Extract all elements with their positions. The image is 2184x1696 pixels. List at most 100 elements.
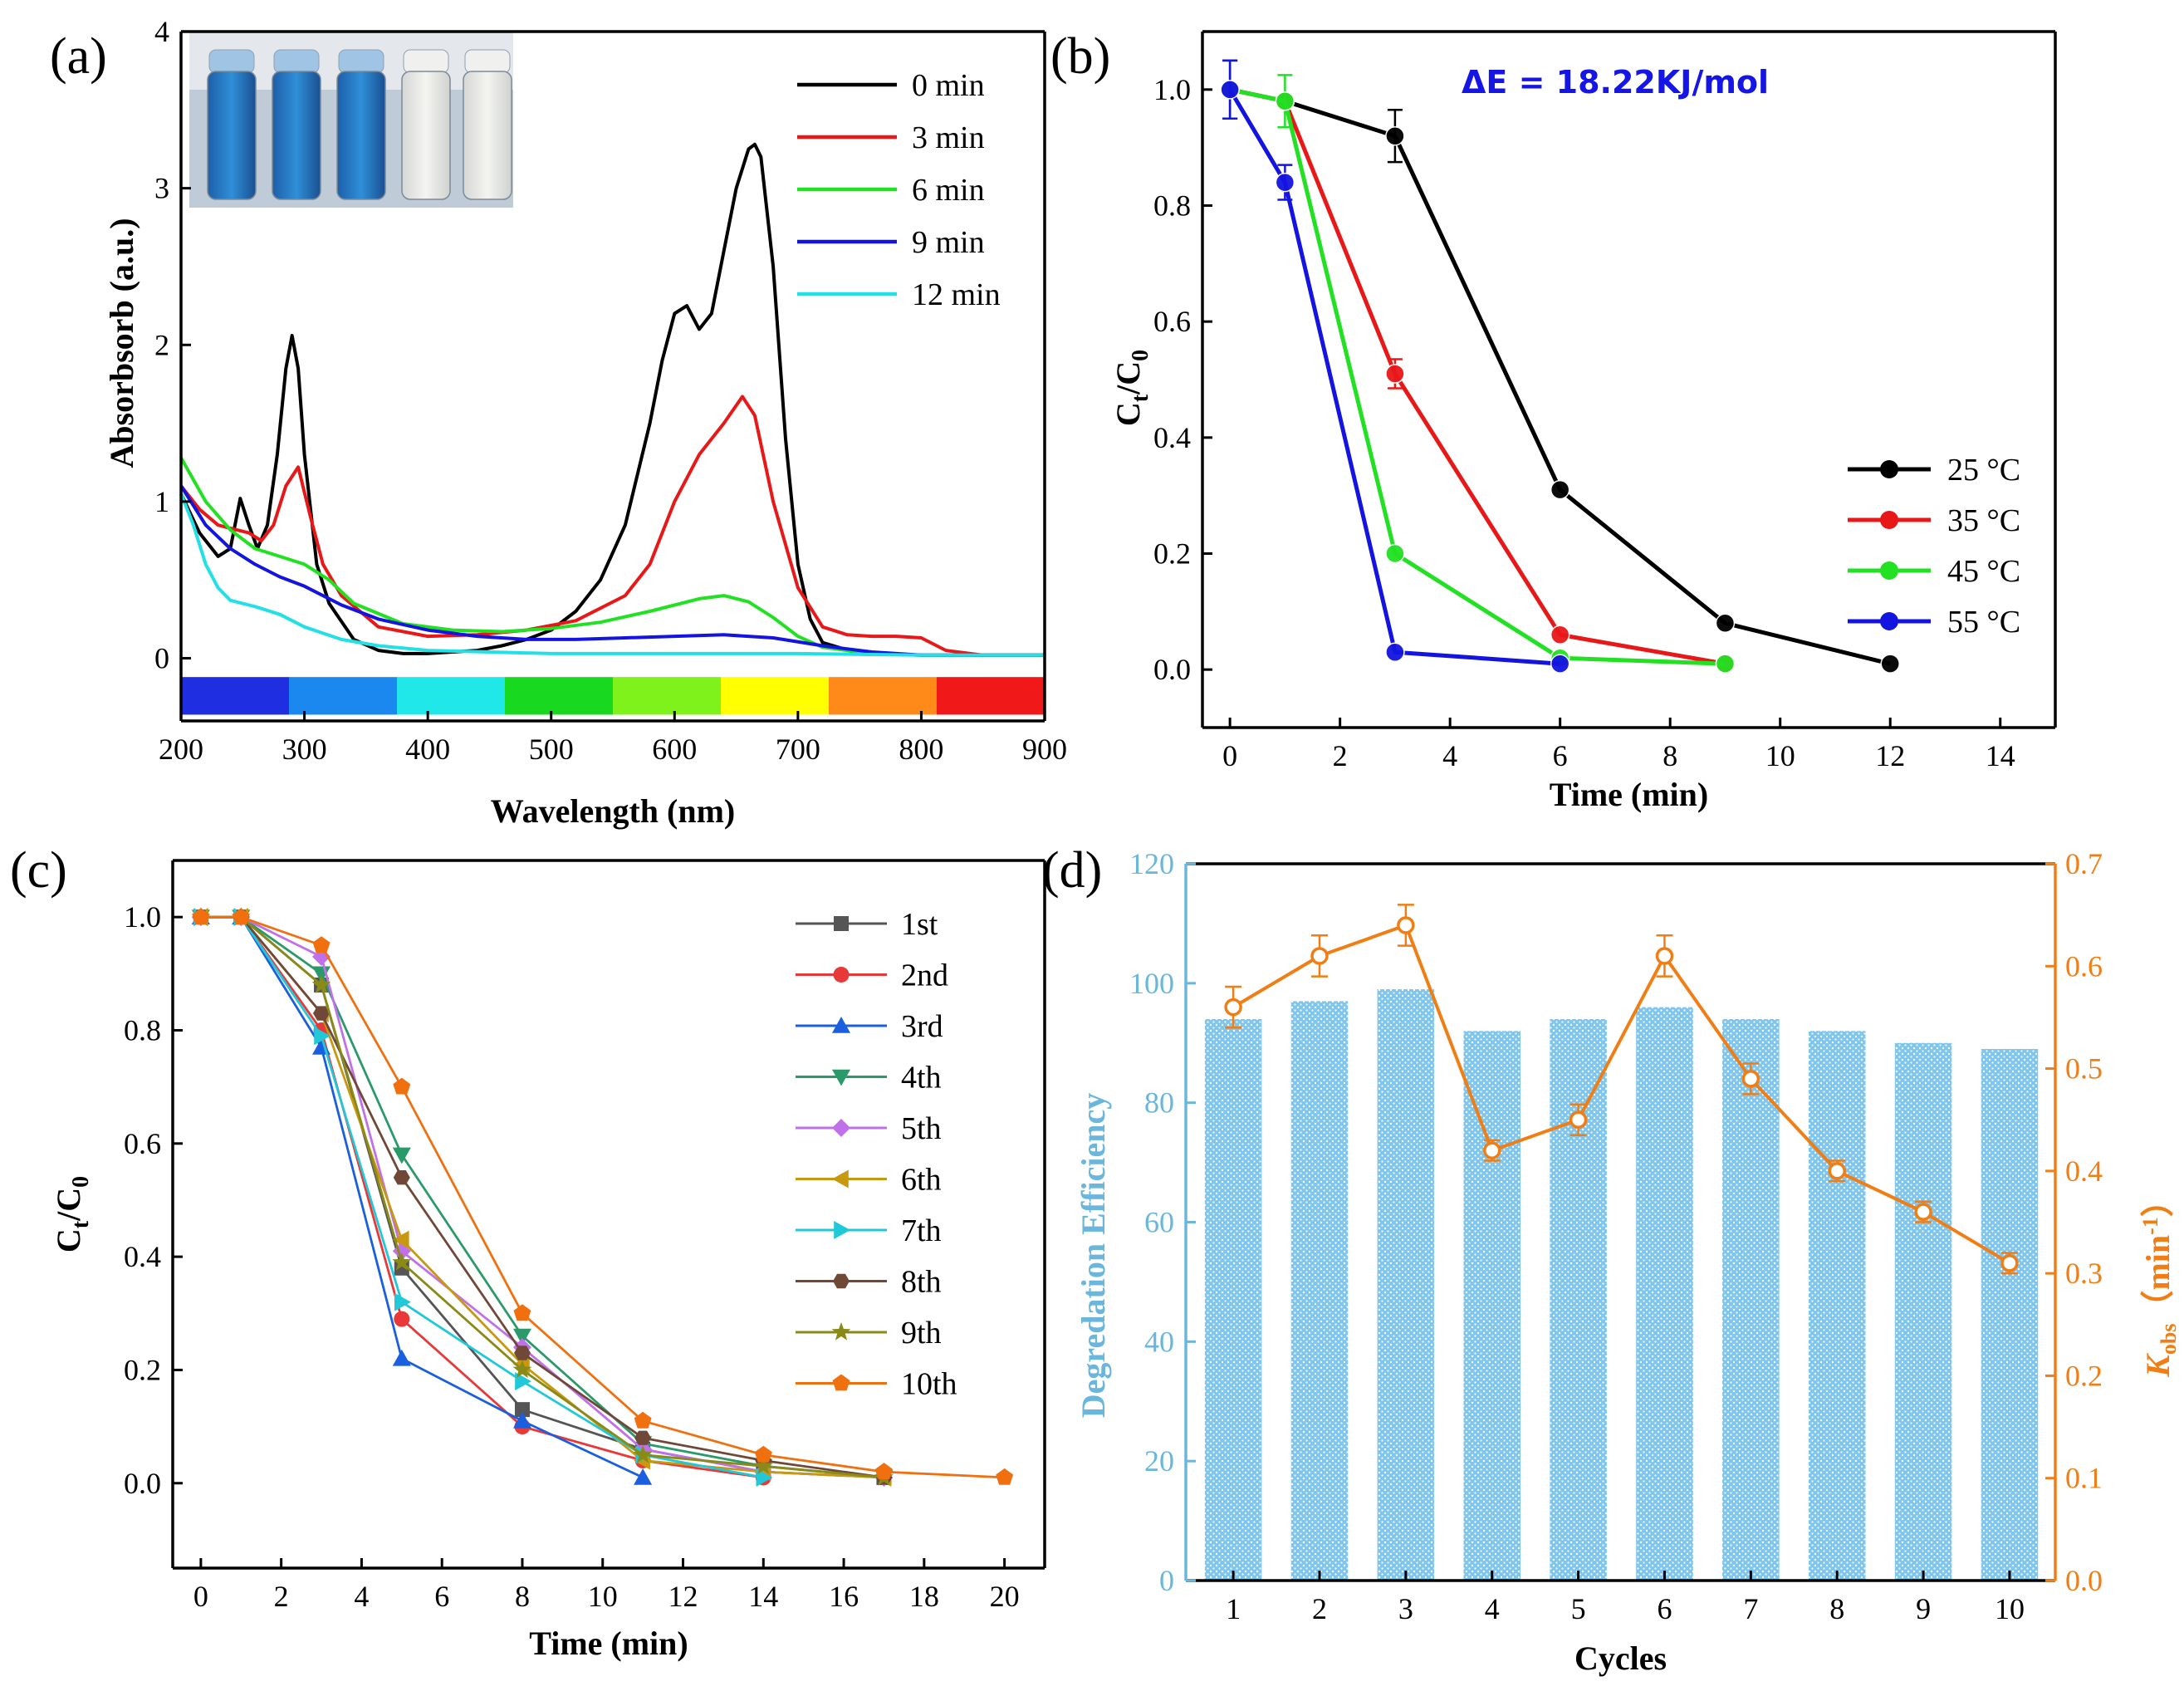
marker-circle bbox=[394, 1311, 410, 1327]
x-tick-label-a: 700 bbox=[776, 733, 820, 766]
kobs-point bbox=[2000, 1254, 2019, 1272]
marker-star bbox=[392, 1252, 412, 1271]
y-tick-label-left-d: 0 bbox=[1159, 1564, 1174, 1597]
x-tick-label-c: 14 bbox=[748, 1580, 778, 1613]
x-axis-title-a: Wavelength (nm) bbox=[491, 792, 735, 830]
y-tick-label-right-d: 0.2 bbox=[2065, 1359, 2103, 1392]
kobs-point bbox=[1914, 1203, 1932, 1221]
legend-label-c: 10th bbox=[901, 1367, 957, 1402]
color-bar-segment bbox=[289, 677, 398, 715]
y-tick-label-left-d: 60 bbox=[1144, 1206, 1174, 1239]
x-tick-label-b: 8 bbox=[1662, 739, 1677, 772]
marker-triangle-down bbox=[832, 1069, 850, 1086]
bar-cycle-1 bbox=[1204, 1018, 1262, 1581]
series-line-0-min bbox=[179, 142, 1045, 657]
panel-c-label: (c) bbox=[10, 842, 67, 899]
y-tick-label-c: 0.2 bbox=[124, 1353, 161, 1386]
marker-pentagon bbox=[192, 908, 210, 925]
panel-d-label: (d) bbox=[1042, 842, 1102, 899]
marker-triangle-left bbox=[392, 1230, 409, 1249]
x-axis-title-b: Time (min) bbox=[1550, 776, 1708, 813]
y-axis-title-right-d: Kobs（min-1） bbox=[2138, 1184, 2181, 1378]
y-tick-label-a: 0 bbox=[154, 642, 169, 675]
series-line-c bbox=[200, 915, 884, 1479]
x-tick-label-a: 600 bbox=[652, 733, 697, 766]
color-bar-segment bbox=[181, 677, 290, 715]
data-point-b bbox=[1715, 654, 1736, 674]
panel-a: (a) 200 300 400 500 600 700 800 900 0 1 2 3 4 0 min 3… bbox=[50, 15, 1067, 830]
x-tick-label-d: 9 bbox=[1916, 1592, 1931, 1625]
x-tick-label-c: 0 bbox=[193, 1580, 208, 1613]
x-axis-title-d: Cycles bbox=[1574, 1640, 1667, 1677]
marker-star bbox=[311, 975, 331, 993]
y-tick-label-right-d: 0.1 bbox=[2065, 1462, 2103, 1495]
y-tick-label-c: 0.8 bbox=[124, 1013, 161, 1047]
marker-hexagon bbox=[393, 1170, 410, 1185]
legend-marker-b bbox=[1880, 511, 1898, 529]
x-tick-label-c: 16 bbox=[829, 1580, 859, 1613]
x-tick-label-c: 8 bbox=[515, 1580, 530, 1613]
vial-cap bbox=[273, 49, 320, 74]
marker-pentagon bbox=[393, 1077, 411, 1095]
y-tick-label-b: 0.6 bbox=[1153, 305, 1191, 338]
x-tick-label-d: 2 bbox=[1312, 1592, 1327, 1625]
marker-pentagon bbox=[875, 1463, 893, 1479]
y-tick-label-right-d: 0.0 bbox=[2065, 1564, 2103, 1597]
vial-cap bbox=[338, 49, 384, 74]
marker-star bbox=[831, 1322, 851, 1341]
marker-star bbox=[753, 1456, 773, 1474]
y-tick-label-c: 0.6 bbox=[124, 1127, 161, 1160]
x-tick-label-a: 300 bbox=[282, 733, 327, 766]
legend-label-b: 55 °C bbox=[1947, 605, 2020, 640]
legend-label-c: 5th bbox=[901, 1111, 942, 1146]
x-tick-label-d: 3 bbox=[1398, 1592, 1413, 1625]
legend-label-c: 2nd bbox=[901, 958, 948, 993]
y-tick-label-b: 0.2 bbox=[1153, 537, 1191, 571]
y-tick-label-right-d: 0.3 bbox=[2065, 1257, 2103, 1290]
x-tick-label-a: 800 bbox=[899, 733, 943, 766]
activation-energy-annotation: ΔE = 18.22KJ/mol bbox=[1462, 64, 1769, 100]
panel-b-label: (b) bbox=[1050, 28, 1110, 85]
marker-triangle-right bbox=[314, 1027, 331, 1046]
series-line-c bbox=[200, 915, 764, 1479]
legend-label-c: 9th bbox=[901, 1316, 942, 1350]
marker-hexagon bbox=[514, 1346, 531, 1360]
y-axis-title-a: Absorbsorb (a.u.) bbox=[103, 218, 140, 468]
legend-label-a: 12 min bbox=[912, 277, 1001, 312]
marker-star bbox=[512, 1360, 532, 1379]
x-tick-label-d: 10 bbox=[1995, 1592, 2025, 1625]
legend-marker-b bbox=[1880, 612, 1898, 630]
marker-pentagon bbox=[996, 1468, 1014, 1485]
x-tick-label-d: 5 bbox=[1571, 1592, 1586, 1625]
marker-pentagon bbox=[232, 908, 250, 925]
y-tick-label-c: 0.4 bbox=[124, 1240, 161, 1273]
marker-hexagon bbox=[313, 1006, 330, 1021]
marker-pentagon bbox=[832, 1374, 850, 1391]
legend-marker-b bbox=[1880, 561, 1898, 580]
x-tick-label-d: 4 bbox=[1485, 1592, 1500, 1625]
data-point-b bbox=[1385, 543, 1405, 564]
y-tick-label-left-d: 40 bbox=[1144, 1325, 1174, 1358]
vial-clear bbox=[401, 71, 451, 200]
data-point-b bbox=[1275, 91, 1295, 111]
vial-blue bbox=[272, 71, 321, 200]
marker-pentagon bbox=[634, 1411, 652, 1429]
kobs-line bbox=[1232, 924, 2010, 1265]
legend-c: 1st 2nd 3rd 4th 5th 6th 7th 8th 9th 10th bbox=[796, 907, 957, 1402]
series-line-c bbox=[200, 915, 884, 1479]
x-tick-label-c: 18 bbox=[909, 1580, 939, 1613]
x-tick-label-d: 7 bbox=[1743, 1592, 1758, 1625]
legend-label-c: 3rd bbox=[901, 1009, 943, 1044]
y-tick-label-b: 1.0 bbox=[1153, 73, 1191, 106]
y-tick-label-right-d: 0.6 bbox=[2065, 949, 2103, 983]
x-tick-label-a: 900 bbox=[1022, 733, 1067, 766]
vial-cap bbox=[464, 49, 511, 74]
x-tick-label-c: 6 bbox=[434, 1580, 449, 1613]
x-tick-label-b: 10 bbox=[1765, 739, 1795, 772]
data-point-b bbox=[1550, 654, 1570, 674]
y-tick-label-right-d: 0.5 bbox=[2065, 1052, 2103, 1086]
bar-cycle-6 bbox=[1636, 1007, 1693, 1581]
legend-label-a: 0 min bbox=[912, 68, 985, 103]
data-point-b bbox=[1550, 479, 1570, 500]
marker-triangle-up bbox=[512, 1411, 531, 1429]
